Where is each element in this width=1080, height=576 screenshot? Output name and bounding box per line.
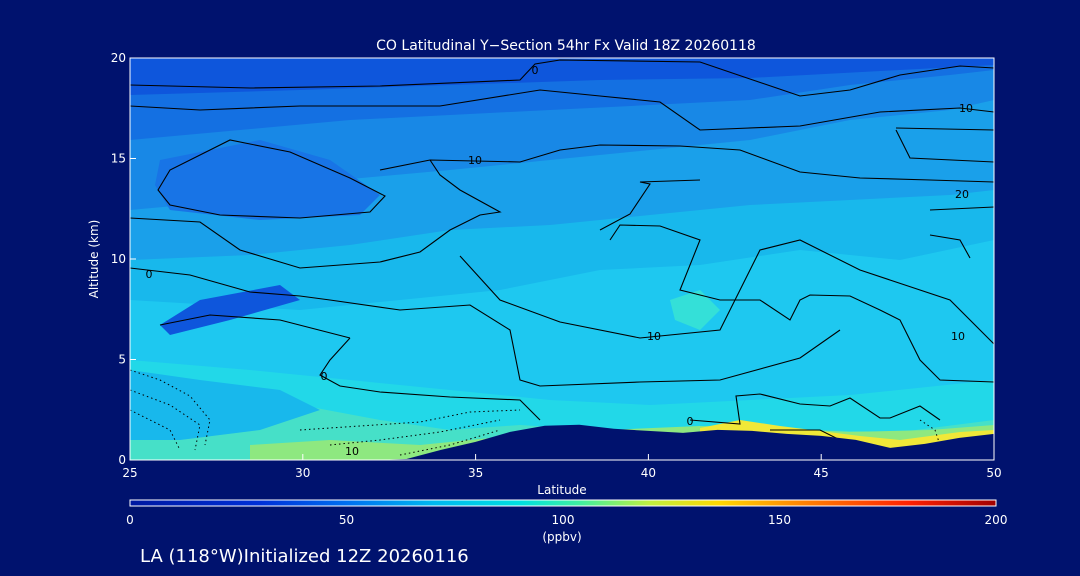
y-tick-label: 10	[111, 252, 126, 266]
colorbar-unit-label: (ppbv)	[542, 530, 581, 544]
contour-labels: 0 10 0 10 10 20 10 0 0 10	[146, 64, 974, 458]
y-tick-label: 5	[118, 353, 126, 367]
colorbar-tick-label: 0	[126, 513, 134, 527]
x-axis-ticks: 25 30 35 40 45 50	[122, 454, 1002, 480]
y-tick-label: 20	[111, 51, 126, 65]
colorbar-tick-label: 50	[339, 513, 354, 527]
x-axis-label: Latitude	[537, 483, 586, 497]
colorbar-ticks: 0 50 100 150 200	[126, 513, 1007, 527]
contour-label: 0	[532, 64, 539, 77]
colorbar-tick-label: 100	[552, 513, 575, 527]
contour-label: 10	[345, 445, 359, 458]
terrain-silhouette	[130, 424, 994, 460]
y-axis-ticks: 0 5 10 15 20	[111, 51, 136, 467]
x-tick-label: 25	[122, 466, 137, 480]
colorbar-tick-label: 150	[768, 513, 791, 527]
colorbar	[129, 499, 997, 507]
contour-label: 10	[468, 154, 482, 167]
contour-label: 20	[955, 188, 969, 201]
contour-label: 10	[959, 102, 973, 115]
contour-label: 0	[321, 370, 328, 383]
y-tick-label: 0	[118, 453, 126, 467]
y-tick-label: 15	[111, 152, 126, 166]
contour-label: 0	[146, 268, 153, 281]
colorbar-tick-label: 200	[985, 513, 1008, 527]
chart-title: CO Latitudinal Y−Section 54hr Fx Valid 1…	[376, 38, 756, 54]
contour-label: 10	[951, 330, 965, 343]
contour-label: 0	[687, 415, 694, 428]
contour-label: 10	[647, 330, 661, 343]
x-tick-label: 30	[295, 466, 310, 480]
footer-caption: LA (118°W)Initialized 12Z 20260116	[140, 546, 469, 567]
dotted-contours	[130, 369, 941, 456]
x-tick-label: 50	[986, 466, 1001, 480]
y-axis-label: Altitude (km)	[87, 220, 101, 299]
concentration-field	[130, 58, 994, 460]
x-tick-label: 35	[468, 466, 483, 480]
x-tick-label: 45	[814, 466, 829, 480]
x-tick-label: 40	[641, 466, 656, 480]
